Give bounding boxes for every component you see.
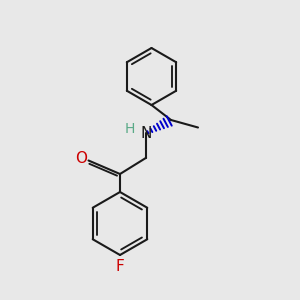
Text: H: H (124, 122, 135, 136)
Text: N: N (140, 126, 152, 141)
Text: O: O (75, 151, 87, 166)
Text: F: F (116, 259, 124, 274)
